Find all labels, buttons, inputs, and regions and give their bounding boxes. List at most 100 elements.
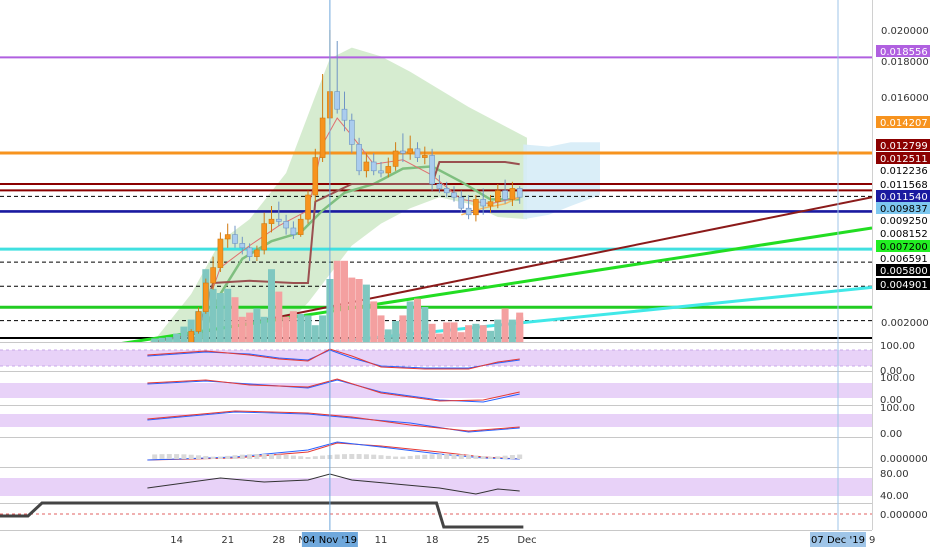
volume-bar-30 xyxy=(370,301,378,342)
macd-hist-47 xyxy=(495,456,501,459)
macd-hist-5 xyxy=(188,454,194,459)
price-tag-label-11: 0.006591 xyxy=(880,254,928,265)
indicator-tick-4-0: 80.00 xyxy=(880,469,909,480)
volume-bar-35 xyxy=(406,301,414,342)
candle-body-27 xyxy=(348,119,355,145)
candle-body-11 xyxy=(232,234,238,244)
price-tick-label-3: 0.002000 xyxy=(881,318,929,329)
candle-body-8 xyxy=(210,267,216,284)
candle-body-32 xyxy=(385,166,392,174)
volume-bar-21 xyxy=(304,315,312,342)
candle-body-37 xyxy=(421,155,428,158)
price-tag-bg-9 xyxy=(876,227,930,239)
volume-bar-4 xyxy=(180,326,188,342)
macd-hist-29 xyxy=(363,454,369,459)
candle-body-17 xyxy=(275,218,282,222)
volume-bar-29 xyxy=(362,284,370,342)
candle-body-18 xyxy=(283,221,289,229)
time-tick-2: 28 xyxy=(272,535,285,546)
macd-hist-22 xyxy=(312,456,318,459)
volume-bar-1 xyxy=(158,337,166,342)
macd-hist-1 xyxy=(159,454,165,459)
candle-body-7 xyxy=(203,282,209,312)
price-tag-label-2: 0.012799 xyxy=(880,141,928,152)
time-tick-0: 14 xyxy=(170,535,183,546)
volume-bar-22 xyxy=(311,325,319,342)
candle-body-48 xyxy=(502,190,508,200)
volume-bar-10 xyxy=(224,288,232,342)
volume-bar-27 xyxy=(348,277,356,342)
macd-hist-12 xyxy=(239,454,245,459)
rsi-line xyxy=(147,473,520,495)
stoch-k-1 xyxy=(147,349,520,369)
candle-body-22 xyxy=(312,157,319,196)
macd-hist-48 xyxy=(502,455,508,459)
volume-bar-41 xyxy=(450,322,458,342)
time-tick-4: 11 xyxy=(375,535,388,546)
volume-bar-17 xyxy=(275,291,283,342)
price-tag-label-5: 0.011568 xyxy=(880,180,928,191)
price-tag-label-9: 0.008152 xyxy=(880,229,928,240)
macd-hist-33 xyxy=(393,456,399,459)
price-tag-bg-0 xyxy=(876,45,930,57)
candle-body-44 xyxy=(473,199,479,216)
volume-bar-43 xyxy=(465,325,473,342)
trendline-cyan xyxy=(316,285,872,342)
volume-bar-46 xyxy=(487,330,494,342)
price-tick-label-0: 0.020000 xyxy=(881,26,929,37)
price-tag-bg-4 xyxy=(876,164,930,176)
candle-body-15 xyxy=(261,223,268,251)
volume-bar-26 xyxy=(341,260,348,342)
candle-body-33 xyxy=(392,150,399,167)
macd-hist-45 xyxy=(480,456,486,459)
price-tag-bg-5 xyxy=(876,178,930,190)
volume-bar-25 xyxy=(333,260,341,342)
macd-hist-9 xyxy=(217,456,223,459)
price-tag-bg-12 xyxy=(876,264,930,276)
volume-bar-48 xyxy=(501,308,509,342)
price-tag-bg-10 xyxy=(876,240,930,252)
stoch-d-2 xyxy=(147,378,520,402)
candle-body-43 xyxy=(465,207,472,216)
candle-body-26 xyxy=(341,108,348,121)
trendline-darkred xyxy=(149,196,872,342)
time-tick-1: 21 xyxy=(221,535,234,546)
candle-body-16 xyxy=(268,218,275,224)
cursor-date-bg xyxy=(301,532,358,547)
indicator-tick-2-0: 100.00 xyxy=(880,403,915,414)
candle-body-36 xyxy=(414,148,421,158)
end-date-bg xyxy=(810,532,866,547)
candle-body-20 xyxy=(297,218,304,235)
candle-body-31 xyxy=(378,170,384,174)
indicator-tick-1-0: 100.00 xyxy=(880,373,915,384)
stoch-k-3 xyxy=(147,411,520,433)
macd-hist-17 xyxy=(276,454,282,459)
indicator-tick-2-1: 0.00 xyxy=(880,429,902,440)
candle-body-9 xyxy=(217,238,224,268)
moving-average-green xyxy=(198,165,520,342)
volume-bar-19 xyxy=(289,311,297,342)
indicator-tick-4-1: 40.00 xyxy=(880,491,909,502)
rsi-band xyxy=(0,478,872,496)
macd-hist-35 xyxy=(407,455,413,459)
cursor-date-label: 04 Nov '19 xyxy=(303,535,357,546)
price-tag-label-10: 0.007200 xyxy=(880,242,928,253)
macd-hist-18 xyxy=(283,454,289,459)
price-tag-bg-8 xyxy=(876,214,930,226)
candle-body-41 xyxy=(451,192,457,198)
volume-bar-16 xyxy=(268,269,275,342)
volume-bar-39 xyxy=(435,333,443,342)
volume-bar-18 xyxy=(282,316,290,342)
price-tick-label-2: 0.016000 xyxy=(881,93,929,104)
volume-bar-3 xyxy=(173,333,181,342)
price-tick-label-1: 0.018000 xyxy=(881,57,929,68)
price-tag-label-3: 0.012511 xyxy=(880,154,928,165)
volume-bar-36 xyxy=(414,298,421,342)
indicator-tick-5-0: 0.000000 xyxy=(880,510,928,521)
kijun-line xyxy=(193,161,520,342)
macd-hist-32 xyxy=(385,455,391,459)
macd-hist-44 xyxy=(473,455,479,459)
clipped-tick-label: 9 xyxy=(869,535,875,546)
macd-hist-41 xyxy=(451,454,457,459)
